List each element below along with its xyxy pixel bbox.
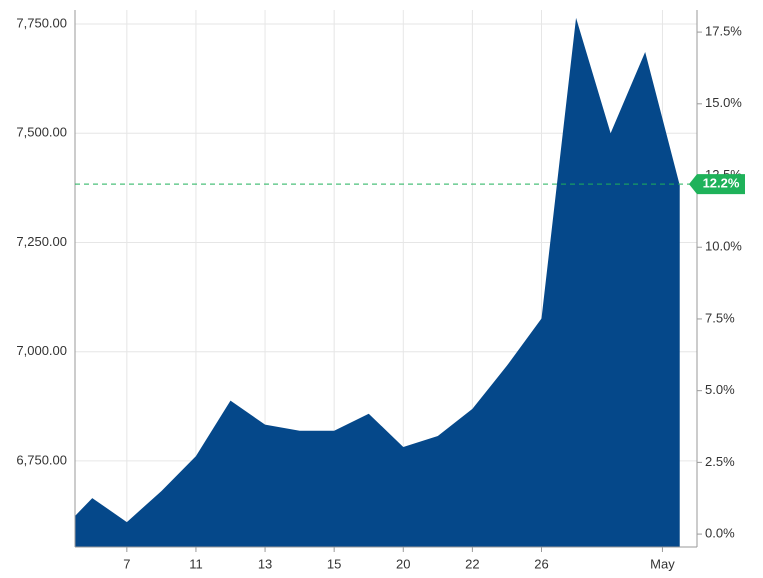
reference-badge xyxy=(689,174,745,195)
reference-label: 12.2% xyxy=(703,176,740,191)
y2-tick-label: 17.5% xyxy=(705,24,742,39)
y-tick-label: 7,250.00 xyxy=(16,234,67,249)
y-tick-label: 7,500.00 xyxy=(16,125,67,140)
x-tick-label: 22 xyxy=(465,556,479,571)
y2-tick-label: 2.5% xyxy=(705,454,735,469)
y-tick-label: 6,750.00 xyxy=(16,452,67,467)
x-tick-label: May xyxy=(650,556,675,571)
x-tick-label: 20 xyxy=(396,556,410,571)
area xyxy=(75,17,680,548)
x-tick-label: 7 xyxy=(123,556,130,571)
y-tick-label: 7,750.00 xyxy=(16,15,67,30)
y2-tick-label: 10.0% xyxy=(705,239,742,254)
y-tick-label: 7,000.00 xyxy=(16,343,67,358)
y2-tick-label: 0.0% xyxy=(705,526,735,541)
y2-tick-label: 7.5% xyxy=(705,310,735,325)
x-tick-label: 26 xyxy=(534,556,548,571)
y2-tick-label: 15.0% xyxy=(705,95,742,110)
x-tick-label: 11 xyxy=(189,556,203,571)
y2-tick-label: 5.0% xyxy=(705,382,735,397)
x-tick-label: 13 xyxy=(258,556,272,571)
x-tick-label: 15 xyxy=(327,556,341,571)
